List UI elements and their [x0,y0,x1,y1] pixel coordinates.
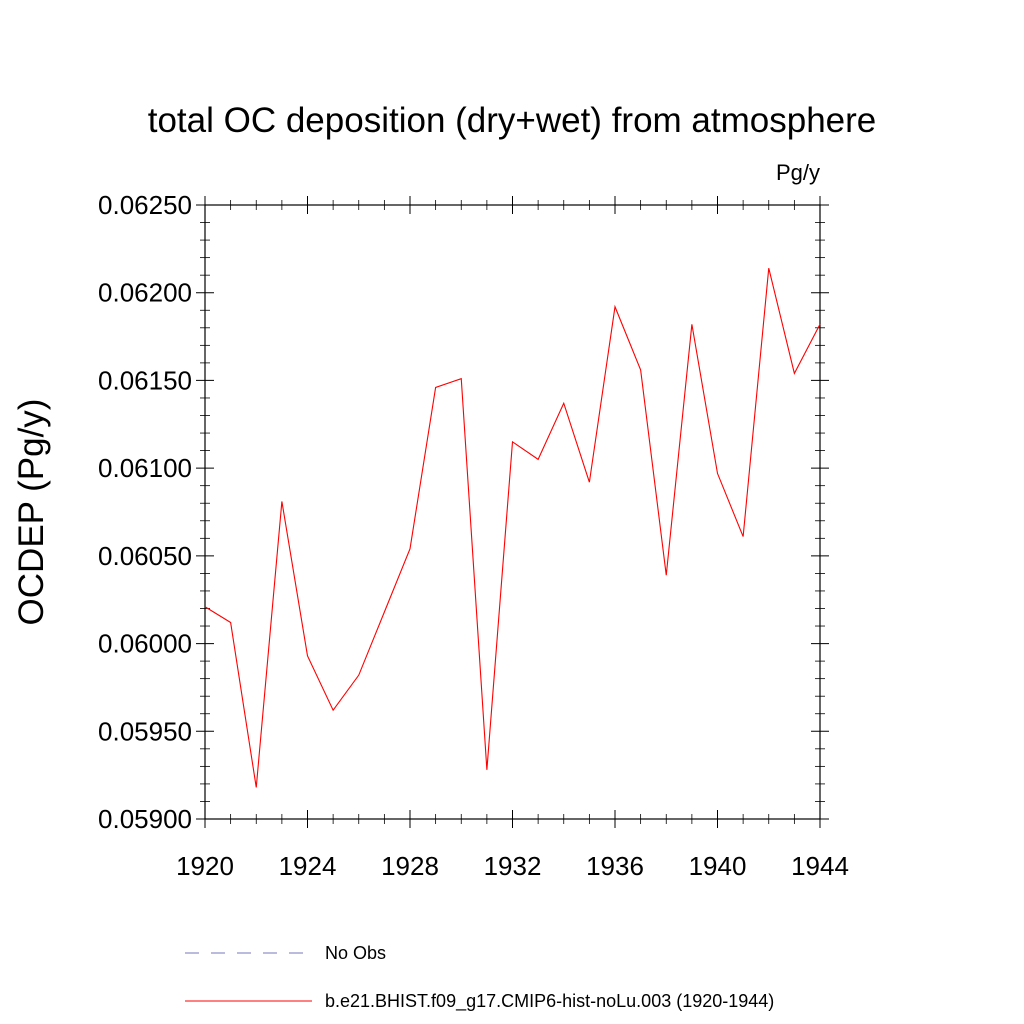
y-tick-label: 0.05900 [98,804,192,834]
x-tick-label: 1928 [381,851,439,881]
series-line [204,268,821,788]
y-axis-label: OCDEP (Pg/y) [12,399,51,626]
legend-label-model-run: b.e21.BHIST.f09_g17.CMIP6-hist-noLu.003 … [325,991,774,1012]
y-tick-label: 0.06150 [98,365,192,395]
y-tick-label: 0.06250 [98,190,192,220]
chart-title: total OC deposition (dry+wet) from atmos… [148,101,877,140]
legend-label-no-obs: No Obs [325,943,386,963]
major-ticks [196,196,829,828]
plot-frame [204,204,821,820]
y-tick-labels: 0.05900 0.05950 0.06000 0.06050 0.06100 0.061… [98,190,192,834]
legend: No Obs b.e21.BHIST.f09_g17.CMIP6-hist-no… [185,943,774,1012]
y-tick-label: 0.06200 [98,278,192,308]
x-tick-label: 1932 [484,851,542,881]
x-tick-label: 1920 [176,851,234,881]
x-tick-label: 1924 [279,851,337,881]
x-tick-labels: 1920 1924 1928 1932 1936 1940 1944 [176,851,849,881]
y-tick-label: 0.06000 [98,629,192,659]
minor-ticks [200,200,825,824]
y-tick-label: 0.05950 [98,716,192,746]
y-tick-label: 0.06100 [98,453,192,483]
units-label: Pg/y [776,160,820,185]
x-tick-label: 1936 [586,851,644,881]
x-tick-label: 1944 [791,851,849,881]
y-tick-label: 0.06050 [98,541,192,571]
series-layer [204,268,821,788]
x-tick-label: 1940 [689,851,747,881]
